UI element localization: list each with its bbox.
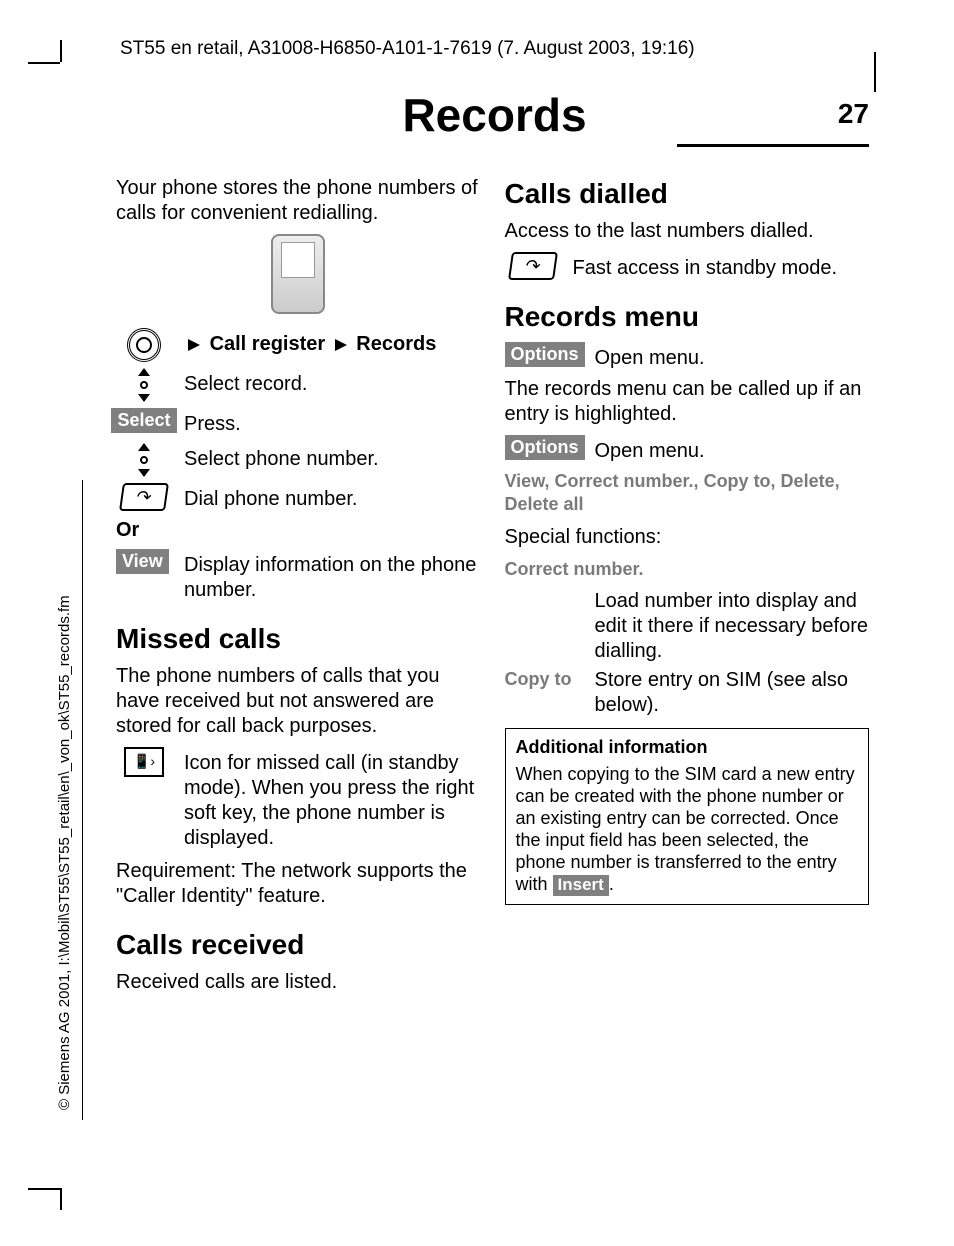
left-column: Your phone stores the phone numbers of c… — [116, 176, 481, 1003]
open-menu-2: Open menu. — [595, 435, 870, 464]
arrow-icon — [188, 339, 200, 351]
copy-to-label: Copy to — [505, 668, 585, 718]
special-functions-label: Special functions: — [505, 525, 870, 550]
calls-received-text: Received calls are listed. — [116, 970, 481, 995]
requirement-text: Requirement: The network supports the "C… — [116, 859, 481, 909]
step-select-phone: Select phone number. — [184, 443, 481, 472]
sidebar-rule — [82, 480, 83, 1120]
menu-items-list: View, Correct number., Copy to, Delete, … — [505, 470, 870, 515]
phone-illustration — [271, 234, 325, 314]
calls-received-heading: Calls received — [116, 927, 481, 962]
page-number: 27 — [838, 98, 869, 130]
missed-calls-text: The phone numbers of calls that you have… — [116, 664, 481, 739]
missed-call-icon: 📱› — [124, 747, 164, 777]
info-period: . — [609, 874, 614, 894]
arrow-icon — [335, 339, 347, 351]
joystick-updown-icon — [134, 368, 154, 402]
crop-mark — [28, 62, 60, 64]
correct-number-label: Correct number. — [505, 558, 870, 581]
joystick-center-icon — [127, 328, 161, 362]
correct-number-text: Load number into display and edit it the… — [595, 589, 870, 664]
nav-path: Call register Records — [184, 328, 481, 357]
joystick-updown-icon — [134, 443, 154, 477]
copy-to-text: Store entry on SIM (see also below). — [595, 668, 870, 718]
or-label: Or — [116, 518, 481, 543]
options-softkey[interactable]: Options — [505, 342, 585, 367]
calls-dialled-heading: Calls dialled — [505, 176, 870, 211]
crop-mark — [60, 40, 62, 62]
records-menu-heading: Records menu — [505, 299, 870, 334]
additional-info-box: Additional information When copying to t… — [505, 728, 870, 906]
crop-mark — [874, 52, 876, 92]
call-key-icon: ↷ — [508, 252, 558, 280]
insert-softkey[interactable]: Insert — [553, 875, 609, 896]
missed-icon-text: Icon for missed call (in standby mode). … — [184, 747, 481, 851]
open-menu-1: Open menu. — [595, 342, 870, 371]
step-press: Press. — [184, 408, 481, 437]
page-title: Records — [120, 88, 869, 142]
missed-calls-heading: Missed calls — [116, 621, 481, 656]
view-softkey[interactable]: View — [116, 549, 169, 574]
options-softkey[interactable]: Options — [505, 435, 585, 460]
calls-dialled-text: Access to the last numbers dialled. — [505, 219, 870, 244]
crop-mark — [60, 1188, 62, 1210]
records-menu-text: The records menu can be called up if an … — [505, 377, 870, 427]
call-key-icon: ↷ — [119, 483, 169, 511]
right-column: Calls dialled Access to the last numbers… — [505, 176, 870, 1003]
copyright-sidebar: © Siemens AG 2001, I:\Mobil\ST55\ST55_re… — [56, 595, 73, 1110]
step-dial: Dial phone number. — [184, 483, 481, 512]
doc-info-header: ST55 en retail, A31008-H6850-A101-1-7619… — [120, 38, 695, 60]
info-heading: Additional information — [516, 737, 859, 759]
title-underline — [677, 144, 869, 147]
fast-access-text: Fast access in standby mode. — [573, 252, 870, 281]
intro-text: Your phone stores the phone numbers of c… — [116, 176, 481, 226]
crop-mark — [28, 1188, 60, 1190]
select-softkey[interactable]: Select — [111, 408, 176, 433]
step-select-record: Select record. — [184, 368, 481, 397]
step-view: Display information on the phone number. — [184, 549, 481, 603]
